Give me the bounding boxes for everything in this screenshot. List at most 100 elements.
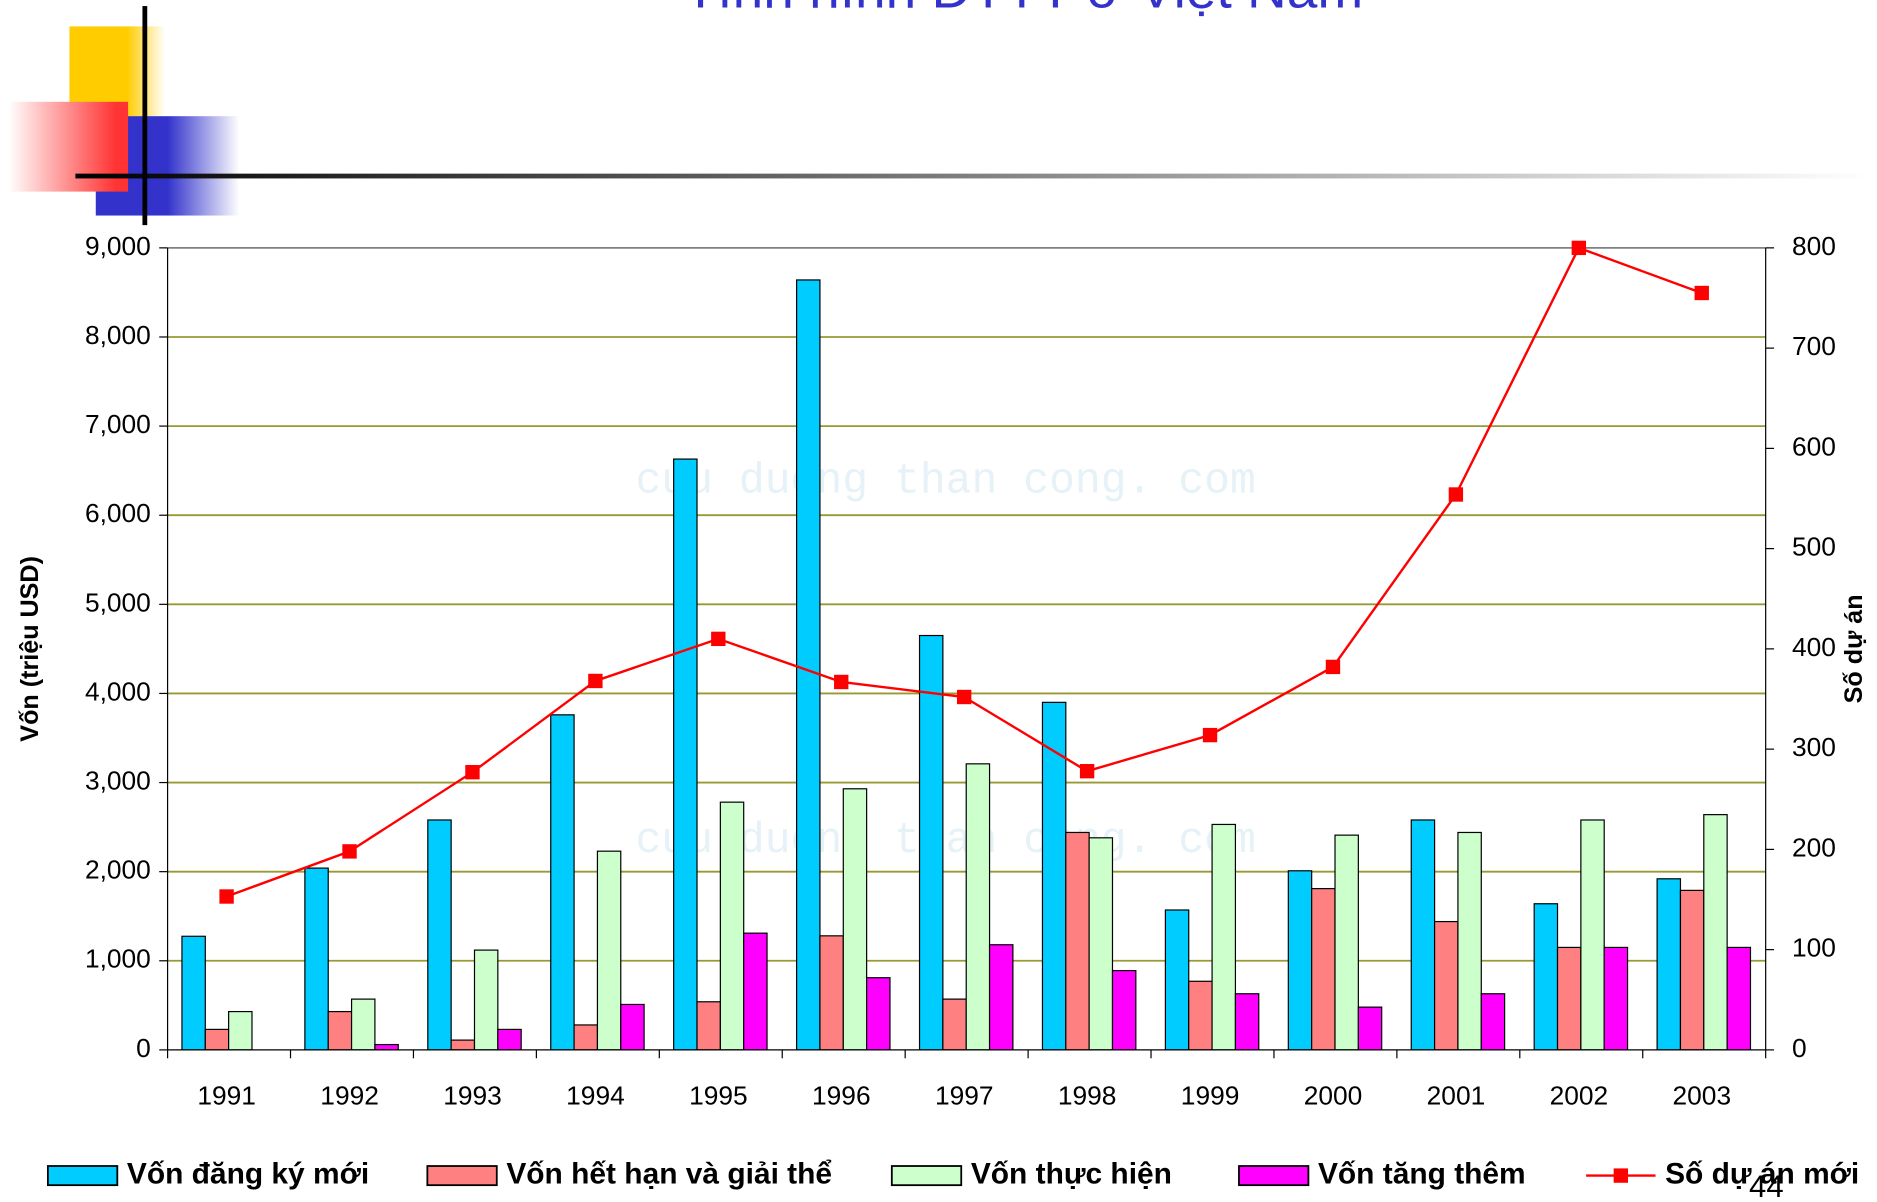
bar	[673, 458, 698, 1051]
x-tick-label: 2002	[1550, 1081, 1609, 1111]
bar	[1357, 1006, 1383, 1051]
legend-label: Vốn đăng ký mới	[127, 1157, 369, 1190]
bar	[1234, 993, 1260, 1051]
line-marker	[1571, 240, 1587, 256]
y2-axis-title: Số dự án	[1840, 594, 1868, 703]
legend-label: Số dự án mới	[1665, 1157, 1859, 1190]
page-number: 44	[1749, 1169, 1784, 1202]
line-marker	[1079, 764, 1095, 779]
y2-tick-label: 400	[1792, 632, 1836, 662]
bar	[1088, 837, 1114, 1051]
bar	[596, 850, 622, 1051]
x-tick-label: 1999	[1181, 1081, 1240, 1111]
bar	[719, 801, 745, 1051]
bar	[1433, 920, 1459, 1051]
y-tick-label: 4,000	[85, 676, 151, 706]
bar	[1410, 819, 1436, 1051]
bar	[842, 788, 868, 1051]
bar	[1164, 909, 1190, 1051]
bar	[450, 1039, 476, 1051]
y2-tick-label: 100	[1792, 933, 1836, 963]
y-tick-label: 2,000	[85, 855, 151, 885]
bar	[550, 714, 575, 1051]
bar	[1041, 701, 1067, 1051]
line-marker	[711, 631, 726, 647]
y2-tick-label: 600	[1792, 431, 1836, 461]
y-tick-label: 9,000	[85, 231, 151, 261]
x-tick-label: 1991	[197, 1081, 256, 1111]
y-axis-title: Vốn (triệu USD)	[16, 556, 44, 742]
y2-tick-label: 700	[1792, 331, 1836, 361]
bar	[497, 1028, 522, 1051]
legend-swatch	[890, 1165, 963, 1187]
bar	[1656, 878, 1682, 1051]
line-marker	[834, 674, 849, 690]
bar	[1111, 969, 1137, 1051]
line-marker	[219, 889, 234, 904]
x-tick-label: 2001	[1427, 1081, 1486, 1111]
legend-label: Vốn thực hiện	[971, 1157, 1172, 1190]
bar	[796, 279, 821, 1051]
bar	[1287, 870, 1313, 1051]
legend-label: Vốn tăng thêm	[1318, 1157, 1526, 1190]
header-decoration	[8, 6, 1872, 226]
bar	[350, 998, 376, 1051]
bar	[1580, 819, 1605, 1051]
legend-swatch	[46, 1165, 119, 1187]
bar	[1679, 889, 1705, 1051]
y2-tick-label: 500	[1792, 532, 1836, 562]
x-tick-label: 1995	[689, 1081, 748, 1111]
bar	[427, 819, 452, 1051]
y-tick-label: 0	[136, 1033, 151, 1063]
bar	[473, 949, 499, 1051]
bar	[1311, 888, 1336, 1051]
x-tick-label: 1998	[1058, 1081, 1117, 1111]
bar	[866, 977, 891, 1051]
bar	[1533, 903, 1559, 1051]
bar	[819, 935, 844, 1051]
line-marker	[1694, 285, 1709, 301]
x-tick-label: 1992	[320, 1081, 379, 1111]
y-tick-label: 5,000	[85, 587, 151, 617]
legend-label: Vốn hết hạn và giải thể	[506, 1157, 832, 1190]
bar	[743, 932, 768, 1051]
line-marker	[342, 844, 357, 859]
bar	[1726, 946, 1752, 1051]
bar	[696, 1001, 721, 1051]
line-marker	[1325, 659, 1341, 675]
bar	[304, 867, 329, 1051]
line-marker	[1202, 727, 1218, 743]
y2-tick-label: 200	[1792, 832, 1836, 862]
x-tick-label: 2003	[1673, 1081, 1732, 1111]
y-tick-label: 3,000	[85, 766, 151, 796]
y-tick-label: 7,000	[85, 409, 151, 439]
line-marker	[465, 765, 480, 780]
bar	[1211, 823, 1237, 1051]
line	[226, 246, 1703, 898]
line-marker	[588, 673, 603, 689]
bar	[942, 998, 967, 1051]
bar	[1188, 980, 1213, 1051]
legend-marker	[1613, 1168, 1629, 1183]
bar	[965, 763, 991, 1051]
bar	[1556, 946, 1582, 1051]
watermark: cuu duong than cong. com	[635, 457, 1255, 506]
bar	[573, 1024, 599, 1051]
line-marker	[1448, 487, 1464, 502]
bar	[1457, 831, 1482, 1051]
x-tick-label: 2000	[1304, 1081, 1363, 1111]
chart-title: Tình hình ĐTTT ở Việt Nam	[684, 0, 1364, 19]
bar	[1065, 831, 1090, 1051]
bar	[918, 634, 944, 1051]
y-tick-label: 8,000	[85, 320, 151, 350]
x-tick-label: 1996	[812, 1081, 871, 1111]
bar	[988, 944, 1014, 1051]
bar	[1603, 946, 1629, 1051]
bar	[204, 1028, 230, 1051]
line-marker	[956, 689, 972, 705]
y-tick-label: 6,000	[85, 498, 151, 528]
bar	[1334, 834, 1359, 1051]
x-tick-label: 1994	[566, 1081, 625, 1111]
bar	[1703, 814, 1728, 1051]
